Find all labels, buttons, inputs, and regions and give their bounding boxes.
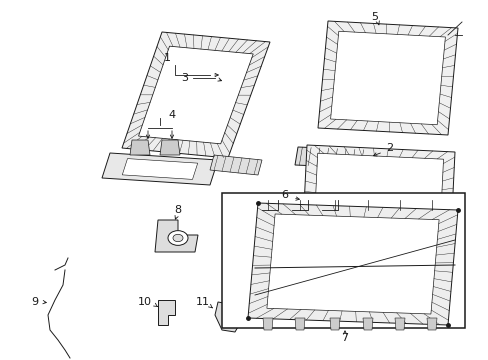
Polygon shape <box>130 140 150 155</box>
Polygon shape <box>102 153 218 185</box>
Polygon shape <box>362 318 372 330</box>
Polygon shape <box>158 300 175 325</box>
Polygon shape <box>266 214 438 314</box>
Polygon shape <box>313 153 443 247</box>
Polygon shape <box>209 155 262 175</box>
Polygon shape <box>160 140 180 155</box>
Polygon shape <box>155 220 198 252</box>
Text: 8: 8 <box>174 205 181 215</box>
Text: 11: 11 <box>196 297 209 307</box>
Text: 1: 1 <box>163 53 170 63</box>
Bar <box>222 193 464 328</box>
Text: 10: 10 <box>138 297 152 307</box>
Text: 9: 9 <box>31 297 39 307</box>
Polygon shape <box>294 318 305 330</box>
Text: 4: 4 <box>168 110 175 120</box>
Text: 7: 7 <box>341 333 348 343</box>
Polygon shape <box>329 318 339 330</box>
Polygon shape <box>215 302 242 332</box>
Circle shape <box>168 231 187 246</box>
Circle shape <box>173 234 183 242</box>
Text: 6: 6 <box>281 190 288 200</box>
Polygon shape <box>122 32 269 158</box>
Polygon shape <box>138 46 253 144</box>
Polygon shape <box>247 203 457 325</box>
Text: 3: 3 <box>181 73 188 83</box>
Polygon shape <box>263 318 272 330</box>
Polygon shape <box>394 318 404 330</box>
Text: 2: 2 <box>386 143 393 153</box>
Text: 5: 5 <box>371 12 378 22</box>
Polygon shape <box>426 318 436 330</box>
Polygon shape <box>294 147 367 168</box>
Polygon shape <box>122 159 197 179</box>
Polygon shape <box>330 31 445 125</box>
Polygon shape <box>302 145 454 255</box>
Polygon shape <box>317 21 457 135</box>
